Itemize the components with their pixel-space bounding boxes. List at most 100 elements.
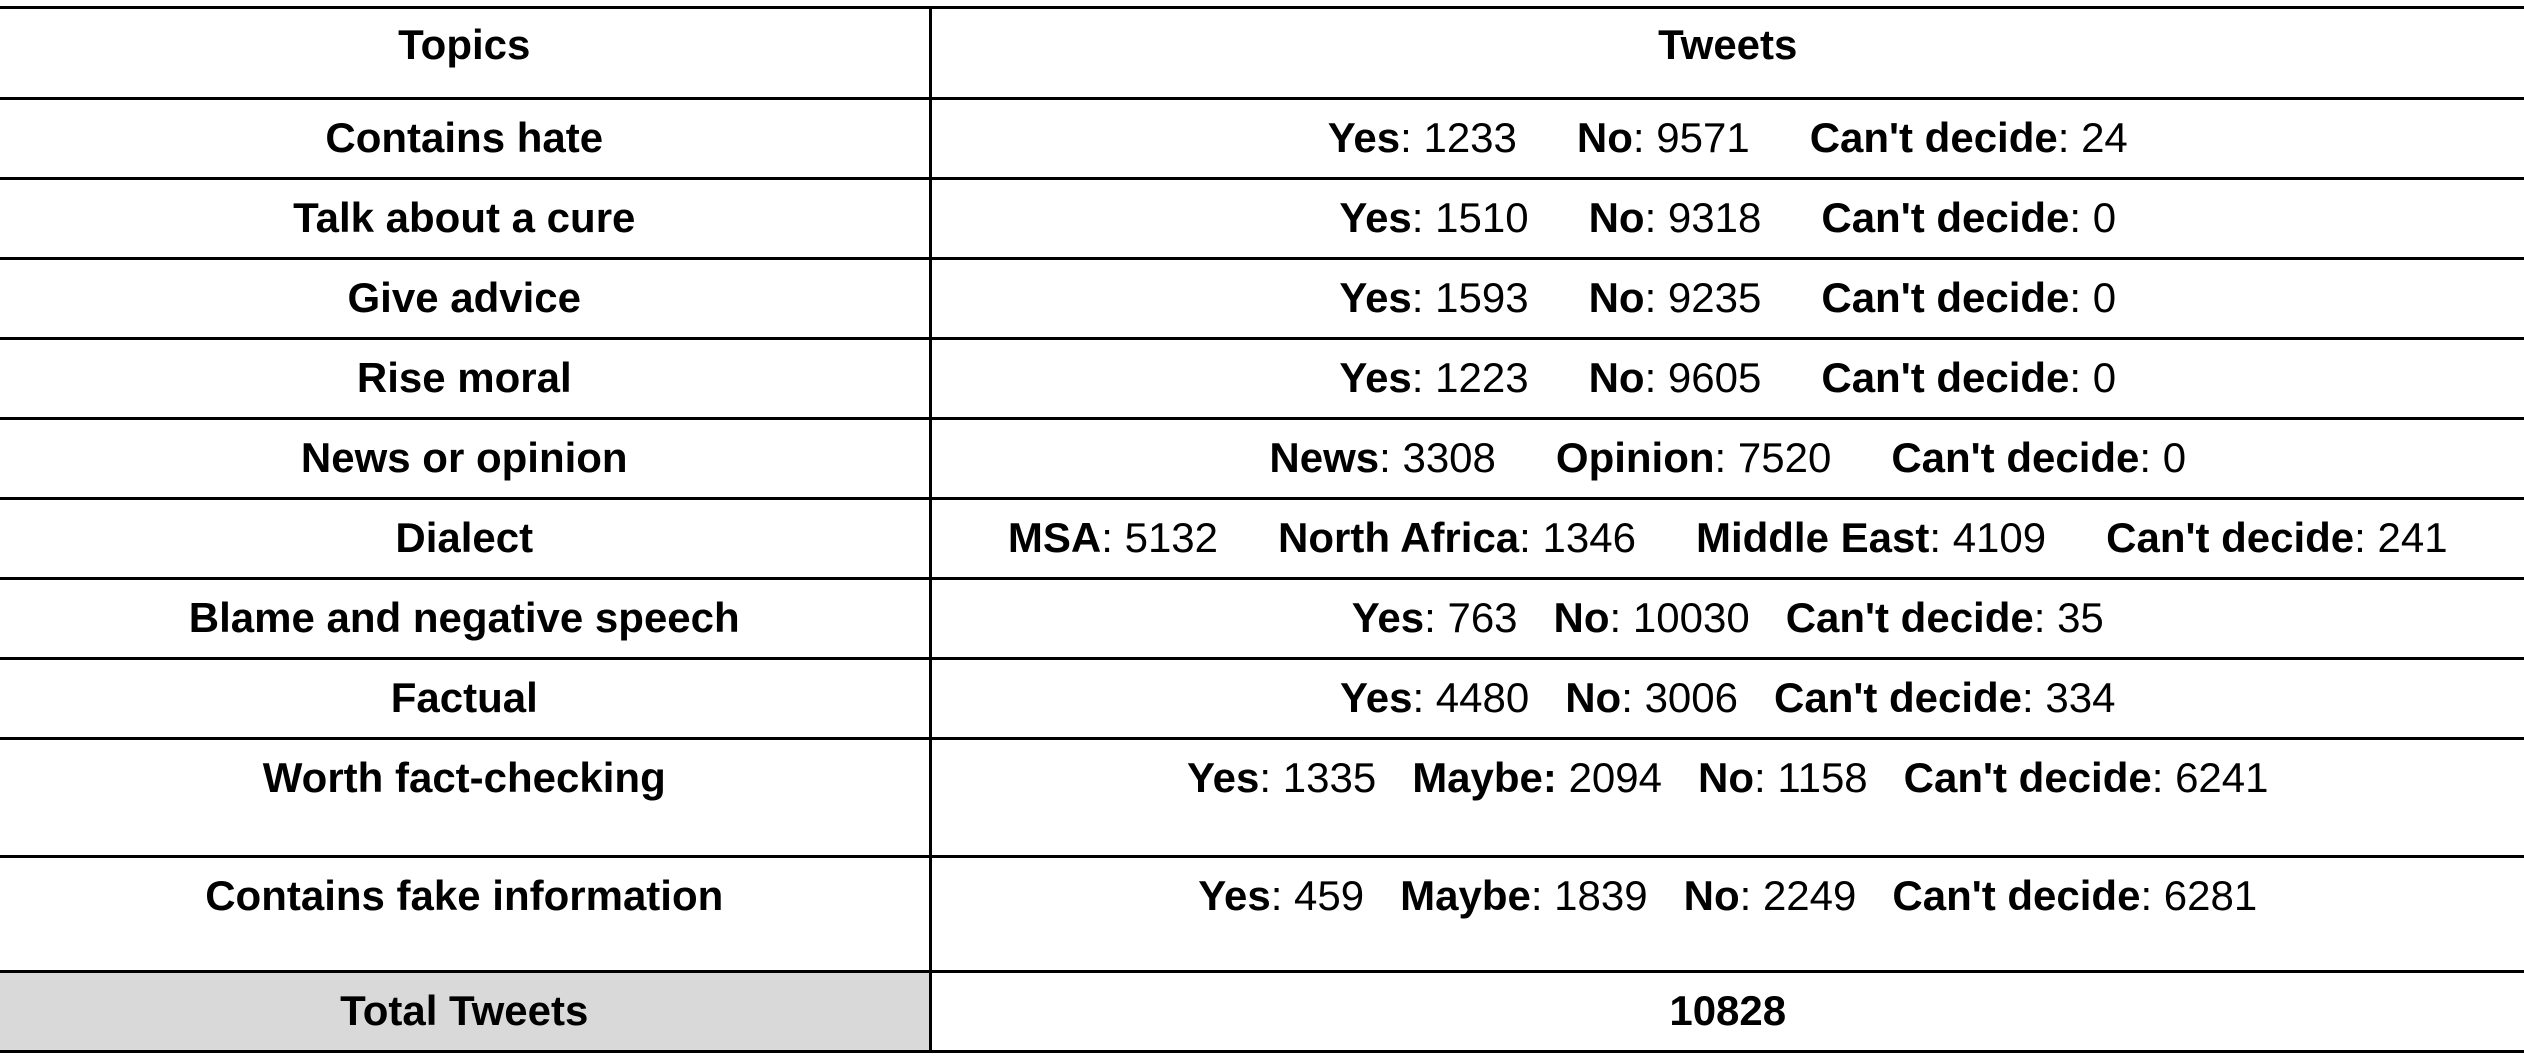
count-item: Can't decide: 24: [1810, 114, 2128, 162]
count-label: Yes: [1339, 194, 1412, 241]
count-item: Can't decide: 0: [1821, 354, 2116, 402]
count-separator: :: [2022, 674, 2046, 721]
topic-cell: News or opinion: [0, 417, 932, 500]
count-separator: :: [1411, 274, 1436, 321]
count-item: No: 9571: [1577, 114, 1750, 162]
count-item: Yes: 1335: [1187, 754, 1376, 802]
count-value: 1839: [1554, 872, 1648, 919]
count-label: Yes: [1340, 674, 1413, 721]
count-item: Yes: 1233: [1328, 114, 1517, 162]
count-separator: :: [1411, 194, 1436, 241]
count-value: 763: [1447, 594, 1518, 641]
count-item: Can't decide: 0: [1821, 194, 2116, 242]
count-item: Yes: 459: [1198, 872, 1364, 920]
tweet-topics-table: Topics Tweets Contains hate Yes: 1233 No: …: [0, 6, 2524, 1053]
count-group: Yes: 459 Maybe: 1839 No: 2249 Can't decide:…: [1198, 872, 2257, 920]
count-separator: :: [2140, 872, 2164, 919]
count-separator: :: [2057, 114, 2082, 161]
count-label: Can't decide: [1809, 114, 2058, 161]
count-separator: :: [1424, 594, 1448, 641]
table-row: Contains hate Yes: 1233 No: 9571 Can't deci…: [0, 97, 2524, 180]
count-separator: :: [2354, 514, 2378, 561]
count-item: No: 9605: [1589, 354, 1762, 402]
count-label: Yes: [1351, 594, 1425, 641]
count-separator: :: [1530, 872, 1555, 919]
count-label: No: [1565, 674, 1622, 721]
count-label: Maybe:: [1412, 754, 1557, 801]
count-value: 459: [1294, 872, 1365, 919]
count-value: 0: [2092, 194, 2117, 241]
count-value: 241: [2377, 514, 2448, 561]
count-item: News: 3308: [1269, 434, 1496, 482]
header-row: Topics Tweets: [0, 6, 2524, 100]
count-value: 3308: [1402, 434, 1496, 481]
count-value: 2249: [1762, 872, 1857, 919]
count-separator: :: [1270, 872, 1295, 919]
count-label: Yes: [1327, 114, 1401, 161]
count-value: 6241: [2175, 754, 2269, 801]
table-row: Factual Yes: 4480 No: 3006 Can't decide: 33…: [0, 657, 2524, 740]
count-label: No: [1588, 194, 1645, 241]
table-row: Rise moral Yes: 1223 No: 9605 Can't decide:…: [0, 337, 2524, 420]
count-item: Maybe: 1839: [1400, 872, 1648, 920]
count-separator: :: [2139, 434, 2163, 481]
count-separator: :: [2069, 274, 2093, 321]
count-label: Yes: [1339, 274, 1412, 321]
count-value: 9318: [1667, 194, 1762, 241]
count-value: 9235: [1667, 274, 1762, 321]
topic-cell: Blame and negative speech: [0, 577, 932, 660]
count-item: Yes: 4480: [1340, 674, 1529, 722]
count-label: Can't decide: [1785, 594, 2034, 641]
count-item: Opinion: 7520: [1556, 434, 1831, 482]
count-separator: :: [1644, 194, 1668, 241]
topic-cell: Rise moral: [0, 337, 932, 420]
count-group: Yes: 1335 Maybe: 2094 No: 1158 Can't decide…: [1187, 754, 2269, 802]
tweet-counts-cell: Yes: 1335 Maybe: 2094 No: 1158 Can't decide…: [928, 737, 2524, 858]
count-label: Can't decide: [2106, 514, 2355, 561]
tweet-counts-cell: Yes: 1593 No: 9235 Can't decide: 0: [928, 257, 2524, 340]
count-item: No: 1158: [1698, 754, 1868, 802]
count-value: 7520: [1737, 434, 1832, 481]
count-separator: :: [1519, 514, 1543, 561]
topic-cell: Worth fact-checking: [0, 737, 932, 858]
count-value: 10030: [1632, 594, 1750, 641]
count-label: Can't decide: [1821, 354, 2070, 401]
count-label: Can't decide: [1892, 872, 2141, 919]
table-row: News or opinion News: 3308 Opinion: 7520 Ca…: [0, 417, 2524, 500]
count-separator: :: [2069, 354, 2093, 401]
count-item: Can't decide: 334: [1774, 674, 2115, 722]
count-item: Maybe: 2094: [1412, 754, 1662, 802]
count-separator: :: [2033, 594, 2058, 641]
count-group: Yes: 1593 No: 9235 Can't decide: 0: [1339, 274, 2116, 322]
table-row: Talk about a cure Yes: 1510 No: 9318 Can't …: [0, 177, 2524, 260]
count-group: Yes: 763 No: 10030 Can't decide: 35: [1352, 594, 2104, 642]
count-separator: :: [2151, 754, 2176, 801]
count-item: Can't decide: 0: [1891, 434, 2186, 482]
tweet-counts-cell: Yes: 4480 No: 3006 Can't decide: 334: [928, 657, 2524, 740]
count-label: Can't decide: [1891, 434, 2140, 481]
topic-cell: Contains fake information: [0, 855, 932, 973]
table-row: Dialect MSA: 5132 North Africa: 1346 Middle…: [0, 497, 2524, 580]
tweet-counts-cell: Yes: 1510 No: 9318 Can't decide: 0: [928, 177, 2524, 260]
count-label: Yes: [1198, 872, 1271, 919]
count-separator: :: [1259, 754, 1283, 801]
count-value: 2094: [1568, 754, 1662, 801]
count-value: 6281: [2163, 872, 2258, 919]
count-item: North Africa: 1346: [1278, 514, 1636, 562]
tweet-counts-cell: Yes: 763 No: 10030 Can't decide: 35: [928, 577, 2524, 660]
count-value: 334: [2045, 674, 2116, 721]
count-item: Can't decide: 241: [2106, 514, 2447, 562]
table-row: Blame and negative speech Yes: 763 No: 100…: [0, 577, 2524, 660]
count-value: 1223: [1435, 354, 1529, 401]
total-value: 10828: [928, 970, 2524, 1053]
topic-cell: Talk about a cure: [0, 177, 932, 260]
count-separator: :: [1632, 114, 1657, 161]
tweet-counts-cell: Yes: 1233 No: 9571 Can't decide: 24: [928, 97, 2524, 180]
count-separator: [1557, 754, 1569, 801]
total-row: Total Tweets 10828: [0, 970, 2524, 1053]
count-separator: :: [2069, 194, 2093, 241]
table-row: Give advice Yes: 1593 No: 9235 Can't decide…: [0, 257, 2524, 340]
count-item: No: 2249: [1684, 872, 1857, 920]
count-item: Yes: 763: [1352, 594, 1518, 642]
table-row: Worth fact-checking Yes: 1335 Maybe: 2094 N…: [0, 737, 2524, 858]
